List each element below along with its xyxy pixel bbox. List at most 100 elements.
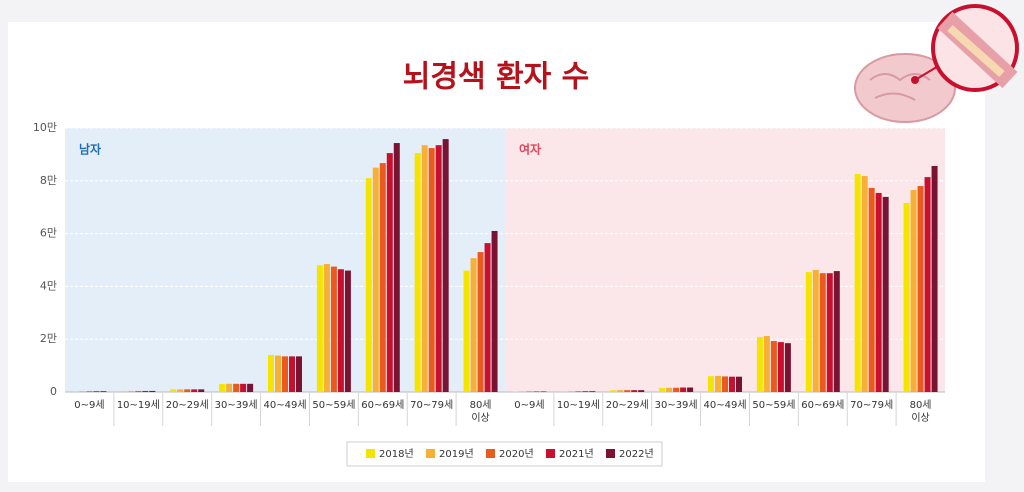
bar — [680, 387, 687, 392]
x-tick-label: 10~19세 — [556, 400, 600, 411]
bar — [924, 177, 931, 392]
bar — [191, 389, 198, 392]
x-tick-label: 60~69세 — [361, 400, 405, 411]
bar — [330, 266, 337, 392]
bar — [219, 384, 226, 392]
bar — [470, 258, 477, 392]
bar — [736, 376, 742, 392]
y-tick-label: 0 — [50, 385, 57, 398]
bar — [833, 271, 840, 392]
bar — [875, 192, 882, 392]
x-tick-label: 0~9세 — [74, 400, 105, 411]
x-tick-label: 20~29세 — [605, 400, 649, 411]
legend-swatch — [546, 449, 555, 458]
bar — [729, 376, 735, 392]
y-tick-label: 6만 — [40, 227, 57, 240]
bar — [910, 190, 917, 392]
legend-swatch — [426, 449, 435, 458]
bar — [561, 391, 568, 392]
bar — [240, 383, 247, 392]
bar — [86, 391, 93, 392]
y-tick-label: 2만 — [40, 332, 57, 345]
bar — [414, 153, 421, 392]
bar — [715, 375, 721, 392]
bar — [268, 355, 274, 392]
bar — [631, 390, 638, 392]
x-tick-label: 70~79세 — [410, 400, 454, 411]
x-tick-label: 30~39세 — [214, 400, 258, 411]
y-tick-label: 4만 — [40, 279, 57, 292]
bar — [442, 139, 449, 392]
bar — [435, 145, 442, 392]
bar — [589, 391, 596, 392]
bar — [365, 178, 372, 392]
bar — [386, 153, 393, 392]
bar — [233, 383, 240, 392]
bar — [128, 390, 135, 392]
bar — [770, 341, 777, 392]
bar — [903, 202, 910, 392]
bar — [142, 390, 149, 392]
bar — [777, 342, 784, 392]
bar — [337, 269, 344, 392]
bar — [296, 356, 302, 392]
bar — [93, 391, 100, 392]
bar — [247, 383, 254, 392]
legend-swatch — [606, 449, 615, 458]
x-tick-label: 50~59세 — [752, 400, 796, 411]
bar — [428, 148, 435, 392]
legend-swatch — [486, 449, 495, 458]
bar — [617, 390, 624, 392]
bar — [673, 387, 680, 392]
x-tick-label: 80세 이상 — [469, 400, 492, 424]
bar — [170, 389, 177, 392]
bar — [491, 230, 498, 392]
bar — [854, 173, 861, 392]
bar — [568, 391, 575, 392]
bar — [121, 390, 128, 392]
panel-label: 남자 — [79, 142, 101, 157]
bar — [861, 176, 868, 392]
bar — [463, 270, 470, 392]
bar — [72, 391, 79, 392]
bar — [917, 186, 924, 392]
bar — [826, 273, 833, 392]
bar — [282, 356, 288, 392]
x-tick-label: 0~9세 — [514, 400, 545, 411]
bar — [198, 389, 205, 392]
x-tick-label: 80세 이상 — [909, 400, 932, 424]
bar — [184, 389, 191, 392]
bar — [756, 337, 763, 392]
bar — [477, 252, 484, 392]
bar — [149, 390, 156, 392]
bar — [812, 270, 819, 392]
bar — [226, 383, 233, 392]
bar — [100, 391, 107, 392]
bar — [344, 270, 351, 392]
bar — [687, 387, 694, 392]
bar — [575, 391, 582, 392]
legend-swatch — [366, 449, 375, 458]
brain-icon — [854, 4, 1019, 123]
chart-title: 뇌경색 환자 수 — [403, 60, 590, 95]
bar — [763, 336, 770, 392]
bar — [512, 391, 519, 392]
legend-label: 2022년 — [619, 448, 654, 460]
bar — [805, 272, 812, 392]
x-tick-label: 30~39세 — [654, 400, 698, 411]
x-tick-label: 10~19세 — [116, 400, 160, 411]
panel-label: 여자 — [519, 142, 541, 157]
bar — [316, 265, 323, 392]
bar — [379, 163, 386, 392]
bar — [540, 391, 547, 392]
bar — [533, 391, 540, 392]
bar — [135, 390, 142, 392]
bar — [624, 390, 631, 392]
bar — [582, 391, 589, 392]
bar — [393, 143, 400, 392]
x-tick-label: 40~49세 — [263, 400, 307, 411]
legend-label: 2021년 — [559, 448, 594, 460]
bar — [722, 376, 728, 392]
bar — [519, 391, 526, 392]
